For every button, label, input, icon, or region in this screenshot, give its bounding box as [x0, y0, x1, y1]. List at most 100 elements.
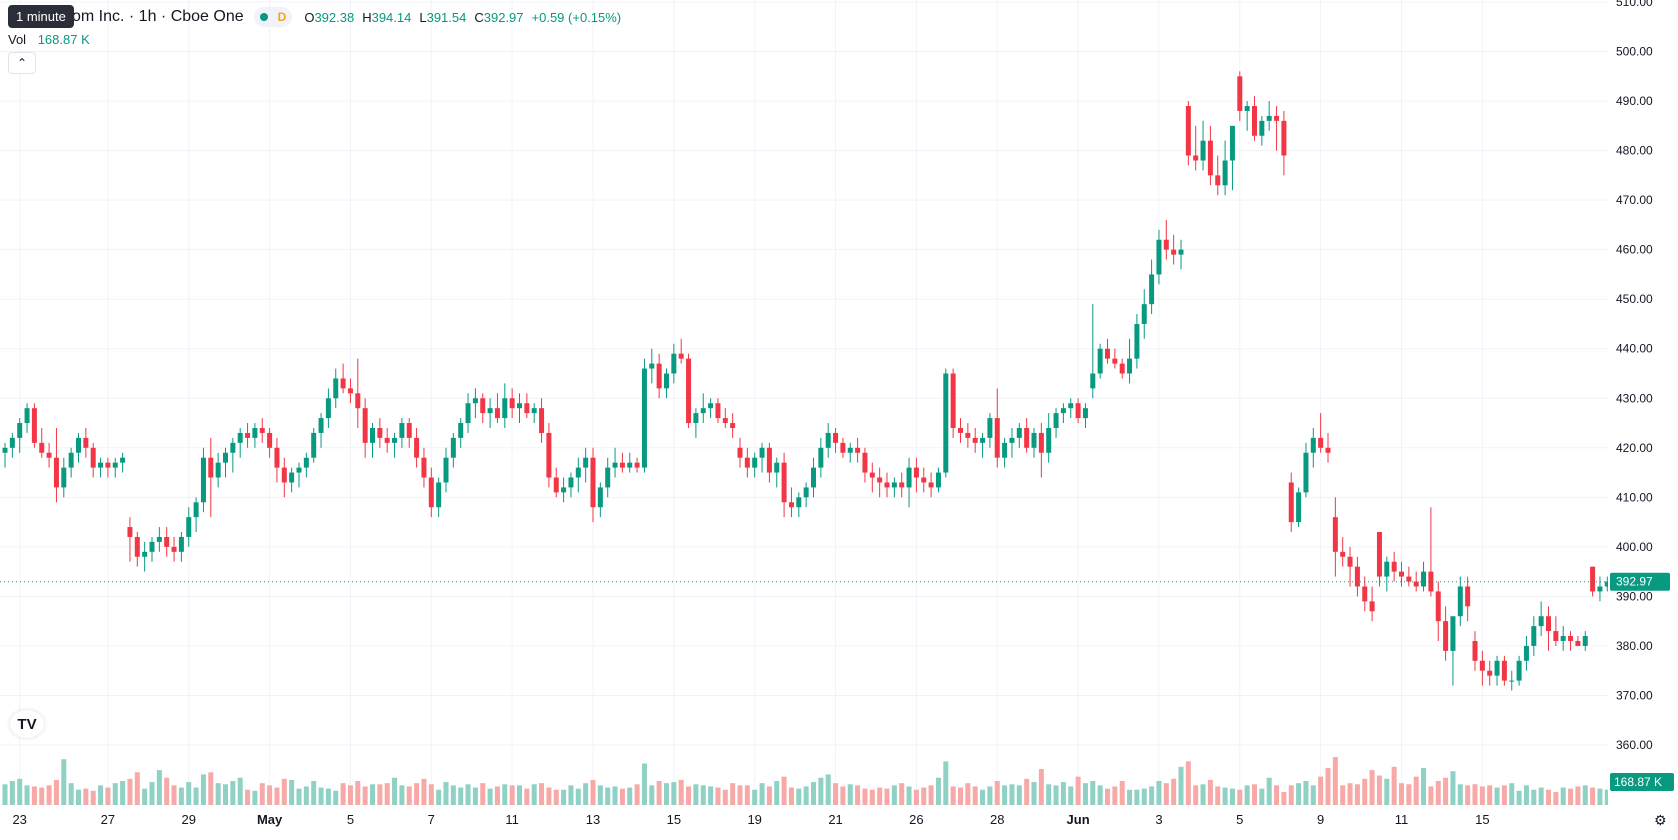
open-value: 392.38 [314, 9, 355, 25]
volume-bar [406, 786, 412, 805]
candle-body [1435, 591, 1441, 622]
settings-gear-icon[interactable]: ⚙ [1654, 812, 1667, 828]
volume-bar [1082, 783, 1088, 805]
volume-bar [1068, 786, 1074, 805]
candle-body [656, 363, 662, 389]
volume-bar [200, 774, 206, 805]
volume-bar [737, 785, 743, 805]
candle-body [1443, 621, 1449, 651]
candle-body [693, 413, 699, 424]
candle-body [1259, 120, 1265, 136]
volume-bar [450, 785, 456, 805]
candle-body [935, 472, 941, 488]
candle-body [105, 462, 111, 468]
candle-body [1553, 631, 1559, 641]
candle-body [252, 427, 258, 438]
candle-body [1178, 249, 1184, 255]
candle-body [913, 467, 919, 478]
price-tick-label: 400.00 [1616, 540, 1653, 554]
candle-body [1038, 432, 1044, 453]
volume-bar [1141, 788, 1147, 805]
close-value: 392.97 [483, 9, 524, 25]
candle-body [17, 423, 23, 438]
volume-bar [267, 785, 273, 805]
candle-body [862, 452, 868, 473]
volume-bar [1560, 787, 1566, 805]
market-status-pill[interactable]: D [253, 7, 293, 27]
time-axis[interactable]: 23 27 29 May 5 7 11 13 15 19 21 26 28 Jun 3 5 9 11 15 [0, 805, 1678, 835]
candle-body [1156, 239, 1162, 275]
candle-body [965, 432, 971, 438]
volume-bar [1024, 778, 1030, 805]
symbol-title[interactable]: com Inc. · 1h · Cboe One [64, 8, 244, 25]
current-volume-badge [1610, 773, 1674, 791]
candle-body [1229, 125, 1235, 161]
volume-bar [656, 781, 662, 805]
volume-bar [649, 785, 655, 805]
candle-body [671, 353, 677, 374]
chart-pane[interactable] [0, 0, 1610, 805]
candle-body [950, 373, 956, 428]
candle-body [612, 462, 618, 468]
volume-bar [1178, 766, 1184, 805]
volume-bar [935, 777, 941, 805]
candle-body [1031, 432, 1037, 448]
candle-body [2, 447, 8, 453]
price-tick-label: 420.00 [1616, 441, 1653, 455]
candle-body [546, 432, 552, 478]
candle-body [869, 472, 875, 478]
candle-body [377, 427, 383, 438]
candle-body [193, 502, 199, 518]
delay-badge[interactable]: D [277, 10, 287, 24]
volume-bar [583, 783, 589, 805]
candle-body [987, 418, 993, 438]
volume-bar [1531, 789, 1537, 805]
volume-bar [686, 786, 692, 805]
time-tick-label: 21 [828, 812, 842, 827]
volume-bar [561, 789, 567, 805]
volume-bar [1149, 786, 1155, 805]
price-scale[interactable]: 510.00 500.00 490.00 480.00 470.00 460.00 450.… [1608, 0, 1678, 805]
volume-bar [428, 784, 434, 805]
volume-legend: Vol 168.87 K [8, 32, 90, 47]
candle-body [178, 536, 184, 552]
volume-bar [678, 779, 684, 805]
collapse-legend-button[interactable]: ⌃ [8, 52, 36, 74]
volume-bar [1516, 790, 1522, 805]
volume-bar [31, 786, 37, 805]
volume-bar [700, 785, 706, 805]
candle-body [928, 482, 934, 488]
time-tick-label: 28 [990, 812, 1004, 827]
candle-body [575, 467, 581, 478]
candle-body [1068, 403, 1074, 409]
candle-body [1207, 140, 1213, 176]
time-tick-label: 3 [1155, 812, 1162, 827]
interval-tooltip: 1 minute [8, 5, 74, 28]
candle-body [1362, 586, 1368, 602]
volume-bar [436, 789, 442, 805]
candle-body [1075, 403, 1081, 419]
volume-bar [443, 782, 449, 805]
candlestick-chart[interactable] [0, 0, 1610, 805]
volume-bar [921, 787, 927, 805]
volume-bar [46, 785, 52, 805]
candle-body [730, 423, 736, 428]
volume-bar [1215, 786, 1221, 805]
tradingview-logo[interactable]: TV [10, 710, 44, 738]
candle-body [1252, 106, 1257, 136]
candle-body [855, 447, 861, 453]
candle-body [245, 432, 251, 438]
candle-body [766, 447, 772, 473]
volume-bar [259, 783, 265, 805]
current-price-label: 392.97 [1616, 575, 1653, 589]
candle-body [450, 437, 456, 458]
volume-bar [987, 786, 993, 805]
price-tick-label: 440.00 [1616, 342, 1653, 356]
price-tick-label: 430.00 [1616, 391, 1653, 405]
volume-bar [458, 787, 464, 805]
volume-bar [634, 784, 640, 805]
price-tick-label: 390.00 [1616, 589, 1653, 603]
volume-bar [1523, 785, 1529, 805]
candle-body [811, 467, 816, 488]
volume-bar [1472, 784, 1478, 805]
